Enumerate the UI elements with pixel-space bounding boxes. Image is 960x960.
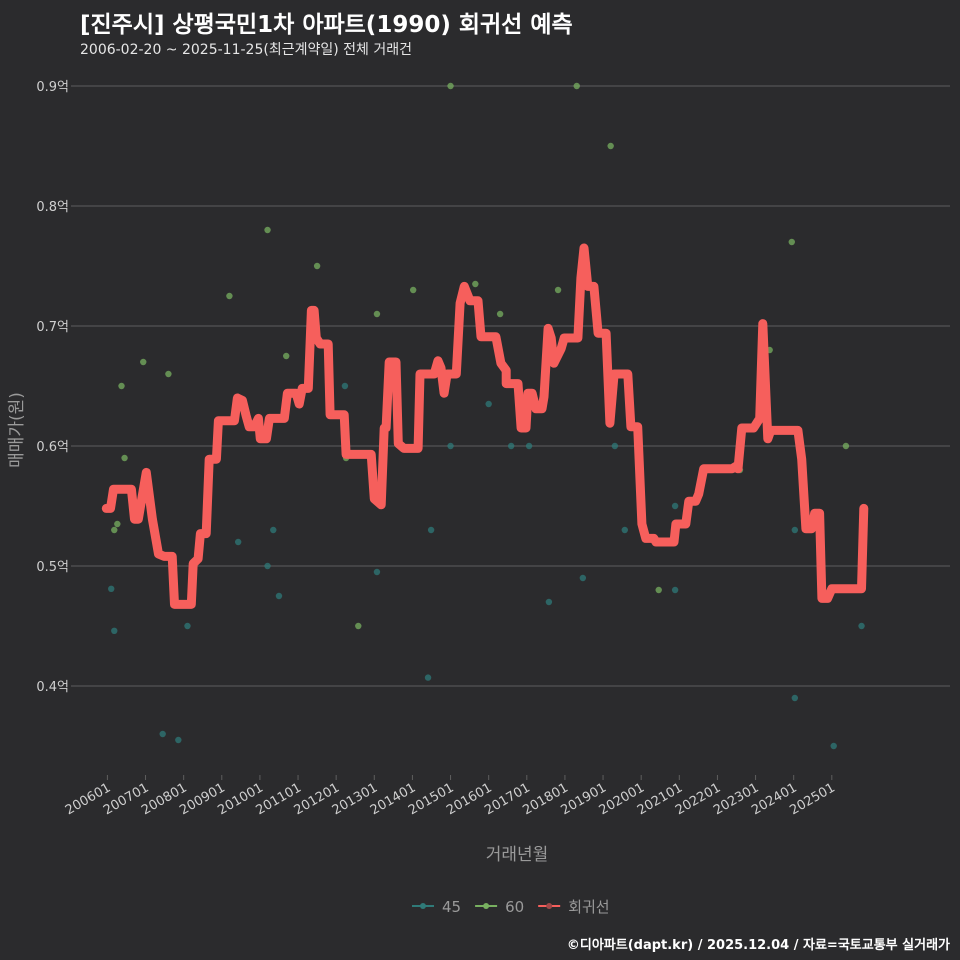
data-point-60	[264, 226, 271, 234]
data-point-60	[111, 526, 118, 534]
data-point-45	[341, 382, 349, 390]
y-axis-title: 매매가(원)	[7, 392, 27, 468]
y-tick-label: 0.5억	[36, 560, 69, 575]
data-point-60	[140, 358, 147, 366]
x-tick-labels: 2006012007012008012009012010012011012012…	[63, 775, 838, 818]
y-tick-labels: 0.4억 0.5억 0.6억 0.7억 0.8억 0.9억	[36, 80, 69, 695]
data-point-60	[472, 280, 479, 288]
data-point-60	[283, 352, 290, 360]
data-point-45	[791, 694, 799, 702]
data-point-45	[270, 526, 277, 534]
data-point-45	[424, 674, 432, 681]
data-point-60	[655, 586, 662, 594]
legend: 45 60 회귀선	[412, 898, 610, 916]
data-point-45	[858, 622, 865, 630]
data-point-60	[373, 310, 381, 318]
data-point-45	[184, 622, 191, 630]
y-tick-label: 0.6억	[36, 440, 69, 455]
data-point-60	[554, 286, 562, 294]
data-point-45	[611, 442, 619, 450]
chart-subtitle: 2006-02-20 ~ 2025-11-25(최근계약일) 전체 거래건	[80, 42, 412, 58]
chart-title: [진주시] 상평국민1차 아파트(1990) 회귀선 예측	[80, 12, 573, 38]
data-point-45	[579, 574, 587, 582]
source-footer: ©디아파트(dapt.kr) / 2025.12.04 / 자료=국토교통부 실…	[566, 938, 950, 953]
y-tick-label: 0.7억	[36, 320, 69, 335]
data-point-60	[842, 442, 850, 450]
data-point-60	[313, 262, 321, 270]
data-point-45	[525, 442, 533, 450]
data-point-45	[108, 585, 115, 592]
y-tick-label: 0.9억	[36, 80, 69, 95]
data-point-45	[671, 586, 679, 594]
data-point-45	[175, 736, 182, 744]
legend-item-s45[interactable]: 45	[412, 898, 461, 916]
legend-label: 회귀선	[568, 898, 609, 916]
data-point-45	[373, 568, 381, 576]
data-point-45	[791, 526, 799, 534]
data-point-45	[427, 526, 435, 534]
data-point-60	[226, 292, 233, 300]
legend-label: 60	[505, 898, 524, 916]
data-point-60	[165, 370, 172, 378]
data-point-45	[111, 627, 118, 634]
data-point-60	[114, 520, 121, 528]
data-point-45	[830, 742, 837, 750]
legend-dot-icon	[420, 903, 426, 909]
data-point-45	[507, 442, 515, 450]
data-point-60	[788, 238, 795, 246]
data-point-60	[118, 382, 125, 390]
data-point-45	[671, 502, 679, 510]
scatter-points	[108, 82, 865, 750]
data-point-45	[264, 562, 271, 570]
data-point-45	[234, 538, 242, 546]
y-tick-label: 0.8억	[36, 200, 69, 215]
legend-item-line[interactable]: 회귀선	[538, 898, 610, 916]
data-point-45	[275, 592, 283, 600]
data-point-45	[545, 598, 553, 606]
data-point-60	[573, 82, 580, 90]
data-point-45	[447, 442, 454, 450]
legend-dot-icon	[483, 903, 490, 909]
data-point-60	[355, 622, 362, 630]
x-axis-title: 거래년월	[486, 845, 549, 865]
data-point-60	[121, 454, 128, 462]
legend-item-s60[interactable]: 60	[475, 898, 524, 916]
data-point-45	[159, 730, 166, 738]
data-point-45	[621, 526, 628, 534]
data-point-60	[607, 142, 614, 150]
data-point-60	[447, 82, 454, 90]
data-point-45	[485, 400, 492, 408]
regression-line	[101, 243, 869, 609]
data-point-60	[496, 310, 504, 318]
data-point-60	[409, 286, 417, 294]
y-tick-label: 0.4억	[36, 680, 69, 695]
legend-label: 45	[442, 898, 461, 916]
legend-dot-icon	[546, 903, 553, 909]
